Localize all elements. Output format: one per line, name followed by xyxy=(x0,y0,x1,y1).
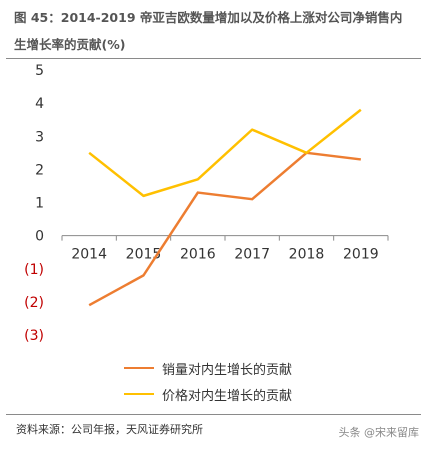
y-tick-label: 5 xyxy=(35,63,44,79)
x-tick-label: 2015 xyxy=(126,247,162,263)
x-tick-label: 2019 xyxy=(343,247,379,263)
legend-swatch-price xyxy=(124,393,154,395)
x-tick-label: 2017 xyxy=(234,247,270,263)
y-tick-label: 1 xyxy=(35,196,44,212)
y-tick-label: 2 xyxy=(35,162,44,178)
y-tick-label: (2) xyxy=(24,295,44,311)
y-tick-label: 3 xyxy=(35,129,44,145)
y-tick-label: (3) xyxy=(24,328,44,344)
source-note: 资料来源：公司年报，天风证券研究所 xyxy=(16,423,203,436)
series-lines xyxy=(88,108,362,307)
series-line-volume xyxy=(88,151,361,307)
x-axis: 2014 2015 2016 2017 2018 2019 xyxy=(61,235,389,263)
x-tick-label: 2014 xyxy=(71,247,107,263)
x-tick-label: 2016 xyxy=(180,247,216,263)
y-tick-label: 4 xyxy=(35,96,44,112)
legend-label-volume: 销量对内生增长的贡献 xyxy=(162,362,293,378)
legend-item-volume: 销量对内生增长的贡献 xyxy=(124,357,292,379)
y-axis-ticks: 5 4 3 2 1 0 (1) (2) (3) xyxy=(24,63,44,344)
series-line-price xyxy=(88,108,362,198)
legend-item-price: 价格对内生增长的贡献 xyxy=(124,383,292,405)
x-tick-label: 2018 xyxy=(289,247,325,263)
legend-label-price: 价格对内生增长的贡献 xyxy=(162,388,293,404)
legend-swatch-volume xyxy=(124,367,154,369)
y-tick-label: 0 xyxy=(35,229,44,245)
y-tick-label: (1) xyxy=(24,262,44,278)
line-chart: 5 4 3 2 1 0 (1) (2) (3) 2014 2015 2016 2017 2018 2019 xyxy=(24,63,389,344)
chart-title: 图 45：2014-2019 帝亚吉欧数量增加以及价格上涨对公司净销售内生增长率… xyxy=(14,10,403,52)
title-divider xyxy=(6,58,421,59)
watermark: 头条 @宋来留库 xyxy=(338,426,420,439)
footer-divider xyxy=(6,414,421,415)
